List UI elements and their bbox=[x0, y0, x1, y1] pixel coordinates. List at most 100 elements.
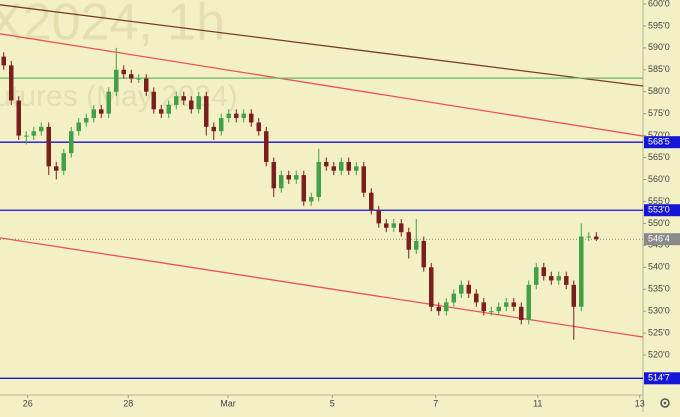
candle-body bbox=[114, 69, 119, 92]
y-tick-label: 525'0 bbox=[648, 327, 670, 337]
candle-body bbox=[429, 267, 434, 307]
candle-body bbox=[196, 96, 202, 110]
candle-body bbox=[286, 175, 292, 180]
candle-body bbox=[594, 236, 599, 240]
candle-body bbox=[121, 69, 127, 75]
candle-body bbox=[444, 302, 449, 312]
candle-body bbox=[511, 302, 517, 307]
price-tag-label: 568'5 bbox=[648, 137, 670, 147]
candle-body bbox=[339, 161, 344, 171]
candle-body bbox=[399, 223, 404, 233]
candle-body bbox=[541, 267, 547, 277]
price-tag-label: 546'4 bbox=[648, 234, 670, 244]
candle-body bbox=[309, 197, 314, 202]
candle-body bbox=[361, 166, 367, 193]
candle-body bbox=[16, 100, 22, 136]
candle-body bbox=[534, 267, 539, 285]
candle-body bbox=[181, 96, 187, 101]
candle-body bbox=[421, 240, 427, 268]
x-tick-label: 11 bbox=[533, 398, 542, 408]
candle-body bbox=[474, 293, 479, 303]
candle-body bbox=[459, 284, 464, 294]
y-tick-label: 575'0 bbox=[648, 108, 670, 118]
settings-icon[interactable] bbox=[660, 398, 670, 408]
candle-body bbox=[189, 100, 194, 110]
candle-body bbox=[556, 276, 562, 281]
y-tick-label: 530'0 bbox=[648, 306, 670, 316]
candle-body bbox=[76, 122, 82, 132]
candle-body bbox=[54, 166, 59, 171]
settings-button[interactable] bbox=[660, 398, 670, 408]
y-tick-label: 585'0 bbox=[648, 64, 670, 74]
candle-body bbox=[241, 113, 247, 119]
candle-body bbox=[384, 223, 389, 228]
candle-body bbox=[414, 240, 419, 250]
trend-line bbox=[0, 33, 644, 137]
candle-body bbox=[346, 161, 352, 171]
candle-body bbox=[31, 131, 37, 136]
price-tag bbox=[644, 136, 680, 149]
candle-body bbox=[331, 166, 337, 171]
candle-body bbox=[129, 74, 134, 79]
candle-body bbox=[39, 126, 44, 132]
candle-body bbox=[204, 96, 209, 127]
candle-body bbox=[279, 175, 284, 189]
candle-body bbox=[24, 135, 29, 137]
candle-body bbox=[159, 109, 164, 114]
candle-body bbox=[564, 276, 569, 285]
watermark-subtitle: Futures (May 2024) bbox=[0, 80, 238, 113]
x-tick-label: 26 bbox=[23, 398, 33, 408]
candle-body bbox=[271, 161, 277, 189]
x-tick-label: 13 bbox=[635, 398, 645, 408]
y-tick-label: 595'0 bbox=[648, 20, 670, 30]
candle-body bbox=[406, 232, 412, 250]
candle-body bbox=[466, 284, 472, 294]
price-tag-label: 514'7 bbox=[648, 373, 670, 383]
candle-body bbox=[91, 109, 97, 119]
candle-body bbox=[496, 306, 502, 312]
settings-icon-center[interactable] bbox=[663, 401, 667, 405]
candle-body bbox=[324, 161, 329, 167]
x-tick-label: 28 bbox=[123, 398, 133, 408]
price-tag bbox=[644, 233, 680, 246]
candle-body bbox=[264, 131, 269, 162]
candle-body bbox=[211, 126, 217, 132]
candle-body bbox=[376, 210, 382, 224]
candle-body bbox=[526, 284, 532, 320]
price-tag-label: 553'0 bbox=[648, 205, 670, 215]
x-tick-label: Mar bbox=[220, 398, 236, 408]
candle-body bbox=[549, 276, 554, 281]
candle-body bbox=[294, 175, 299, 180]
candle-body bbox=[489, 311, 494, 313]
price-tag bbox=[644, 372, 680, 385]
price-tag bbox=[644, 204, 680, 217]
y-tick-label: 580'0 bbox=[648, 86, 670, 96]
candle-body bbox=[226, 113, 232, 119]
candle-body bbox=[46, 126, 52, 167]
candle-body bbox=[9, 65, 14, 101]
candle-body bbox=[69, 131, 74, 154]
candle-body bbox=[1, 56, 7, 66]
candle-body bbox=[151, 91, 157, 110]
candle-body bbox=[451, 293, 457, 303]
candle-body bbox=[579, 236, 584, 307]
y-tick-label: 590'0 bbox=[648, 42, 670, 52]
x-tick-label: 7 bbox=[433, 398, 438, 408]
candle-body bbox=[301, 175, 307, 202]
candle-body bbox=[144, 78, 149, 92]
candle-body bbox=[106, 91, 112, 114]
candle-body bbox=[504, 302, 509, 307]
candle-body bbox=[136, 78, 142, 80]
candle-body bbox=[219, 118, 224, 132]
candle-body bbox=[391, 223, 397, 228]
candle-body bbox=[571, 284, 577, 307]
y-tick-label: 520'0 bbox=[648, 349, 670, 359]
candle-body bbox=[234, 113, 239, 119]
candle-body bbox=[61, 153, 67, 171]
y-tick-label: 540'0 bbox=[648, 262, 670, 272]
candle-body bbox=[256, 122, 262, 132]
candle-body bbox=[249, 113, 254, 123]
candle-body bbox=[316, 161, 322, 198]
y-tick-label: 570'0 bbox=[648, 130, 670, 140]
